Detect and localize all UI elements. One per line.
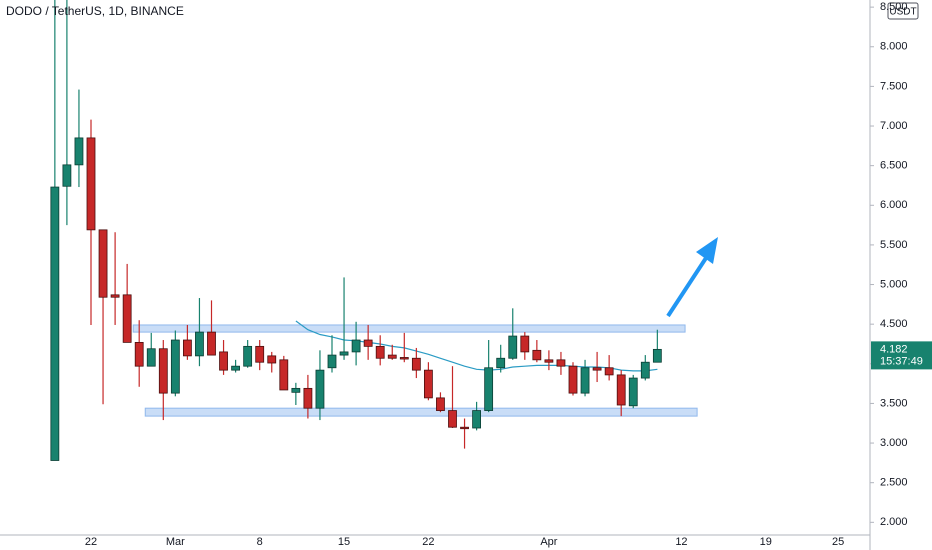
price-tag-label: 4.182 bbox=[880, 343, 908, 355]
candle-body bbox=[484, 367, 494, 411]
y-tick-label: 2.000 bbox=[880, 516, 908, 528]
candle-body bbox=[339, 351, 349, 356]
x-tick-label: Apr bbox=[540, 536, 557, 548]
y-tick-label: 4.500 bbox=[880, 318, 908, 330]
candle-body bbox=[207, 331, 216, 356]
candle-body bbox=[580, 367, 590, 394]
candle-body bbox=[640, 361, 650, 379]
chart-title: DODO / TetherUS, 1D, BINANCE bbox=[6, 4, 184, 18]
y-tick-label: 8.000 bbox=[880, 41, 908, 53]
x-tick-label: Mar bbox=[166, 536, 185, 548]
plot-area bbox=[50, 0, 698, 461]
candle-body bbox=[327, 354, 337, 369]
candle-body bbox=[363, 339, 373, 347]
candle-body bbox=[375, 345, 385, 359]
candle-body bbox=[448, 410, 457, 428]
candle-body bbox=[315, 369, 325, 409]
y-tick-label: 6.500 bbox=[880, 160, 908, 172]
candle-body bbox=[291, 387, 301, 393]
candle-body bbox=[387, 354, 397, 359]
x-tick-label: 8 bbox=[257, 536, 263, 548]
candle-body bbox=[195, 331, 204, 357]
candle-body bbox=[182, 339, 192, 357]
candle-body bbox=[568, 365, 578, 394]
currency-box bbox=[887, 2, 919, 20]
candle-body bbox=[267, 355, 277, 364]
x-tick-label: 15 bbox=[338, 536, 350, 548]
candle-body bbox=[98, 229, 108, 298]
candle-body bbox=[604, 367, 614, 376]
y-tick-label: 3.000 bbox=[880, 437, 908, 449]
candle-body bbox=[243, 345, 253, 367]
candle-body bbox=[303, 387, 313, 409]
currency-label: USDT bbox=[889, 7, 916, 18]
candle-body bbox=[496, 357, 506, 369]
candle-body bbox=[62, 164, 72, 187]
y-tick-label: 2.500 bbox=[880, 477, 908, 489]
candle-body bbox=[279, 359, 289, 391]
zone bbox=[144, 407, 698, 417]
candle-body bbox=[231, 365, 241, 371]
candle-body bbox=[411, 357, 421, 371]
arrow bbox=[666, 237, 718, 318]
candle-body bbox=[472, 410, 482, 429]
candle-body bbox=[170, 339, 180, 394]
candle-body bbox=[532, 349, 542, 361]
arrow-shaft bbox=[666, 256, 708, 318]
candle-body bbox=[616, 374, 626, 406]
candle-body bbox=[110, 294, 120, 298]
candle-body bbox=[255, 345, 265, 363]
candle-body bbox=[122, 294, 132, 343]
candle-body bbox=[399, 357, 409, 360]
y-tick-label: 7.000 bbox=[880, 120, 908, 132]
candle-body bbox=[436, 397, 445, 411]
candle-body bbox=[74, 137, 84, 166]
candle-body bbox=[219, 351, 228, 371]
candle-body bbox=[50, 186, 60, 461]
y-tick-label: 5.500 bbox=[880, 239, 908, 251]
candle-body bbox=[460, 426, 469, 430]
y-tick-label: 6.000 bbox=[880, 199, 908, 211]
candle-body bbox=[628, 377, 638, 407]
candle-body bbox=[351, 339, 361, 353]
candle-body bbox=[592, 367, 602, 371]
candle-body bbox=[146, 348, 156, 367]
arrow-head bbox=[696, 237, 718, 264]
candle-body bbox=[544, 359, 554, 363]
y-tick-label: 3.500 bbox=[880, 397, 908, 409]
candle-body bbox=[423, 369, 433, 399]
y-tick-label: 5.000 bbox=[880, 278, 908, 290]
candle-body bbox=[556, 359, 566, 367]
y-tick-label: 8.500 bbox=[880, 1, 908, 13]
price-tag bbox=[871, 341, 932, 370]
candle-body bbox=[520, 335, 530, 353]
x-tick-label: 25 bbox=[832, 536, 844, 548]
y-tick-label: 7.500 bbox=[880, 80, 908, 92]
candle-body bbox=[134, 341, 144, 367]
zone bbox=[132, 324, 686, 333]
candle-body bbox=[86, 137, 96, 231]
countdown-label: 15:37:49 bbox=[880, 355, 923, 367]
candle-body bbox=[508, 335, 518, 359]
x-tick-label: 22 bbox=[85, 536, 97, 548]
x-tick-label: 22 bbox=[422, 536, 434, 548]
x-tick-label: 19 bbox=[760, 536, 772, 548]
candle-body bbox=[652, 348, 662, 363]
x-tick-label: 12 bbox=[675, 536, 687, 548]
candle-body bbox=[158, 348, 168, 394]
